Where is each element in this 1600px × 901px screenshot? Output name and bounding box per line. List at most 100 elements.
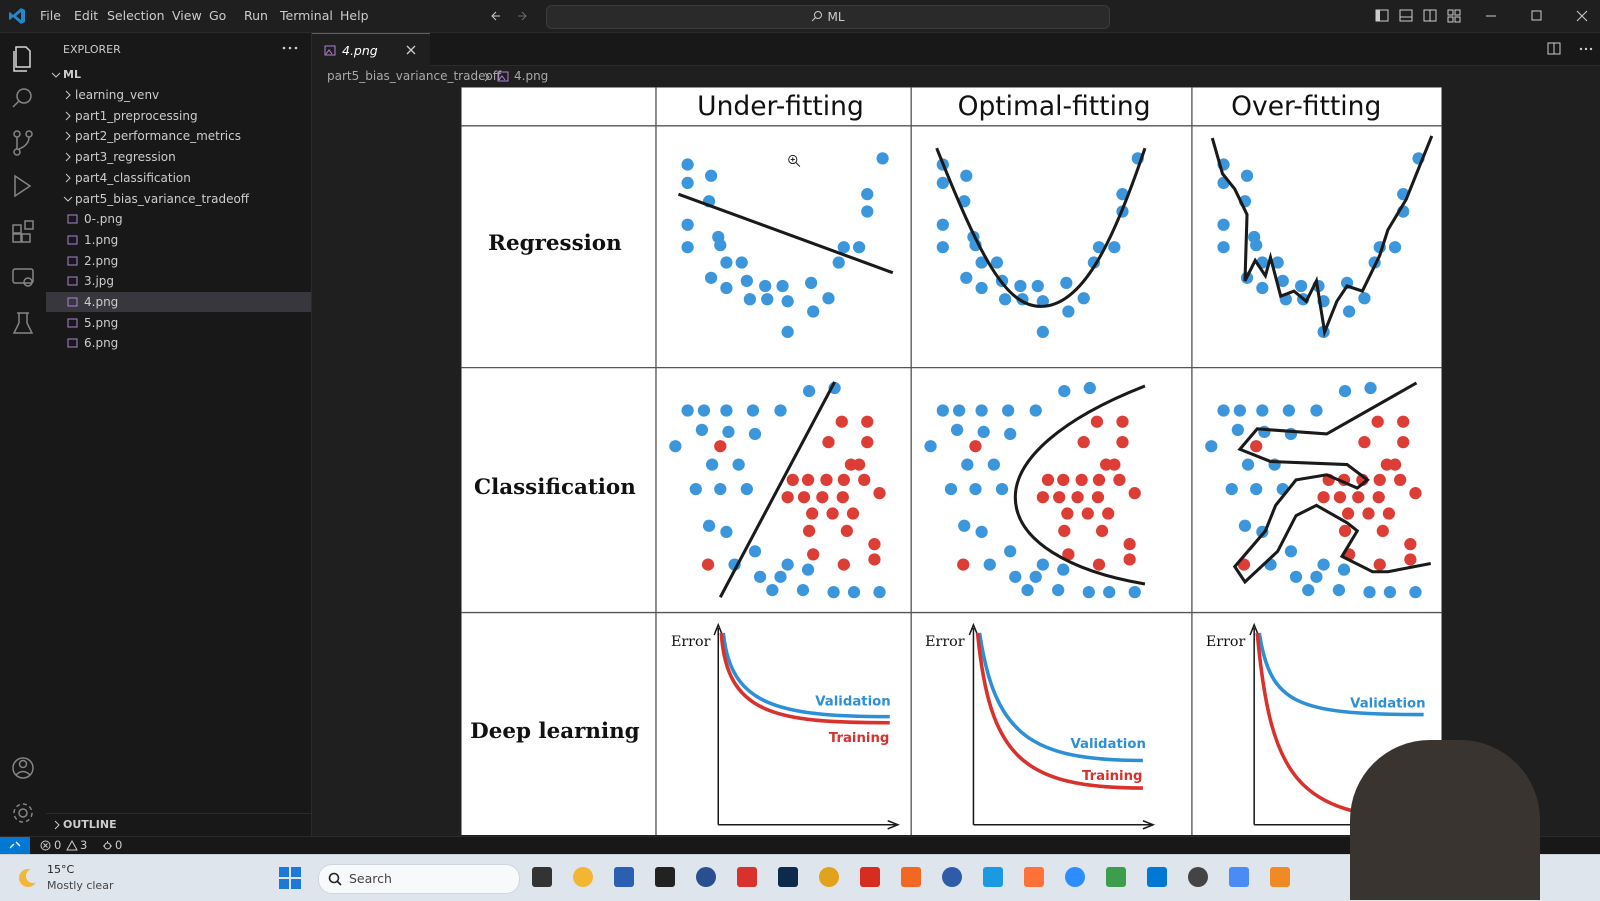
app-icon[interactable] — [942, 867, 962, 887]
tree-row[interactable]: part1_preprocessing — [46, 106, 311, 126]
tree-row[interactable]: 6.png — [46, 333, 311, 353]
class-a-point — [1256, 404, 1269, 417]
start-button[interactable] — [279, 867, 301, 889]
chevron — [63, 196, 73, 202]
class-b-point — [816, 491, 829, 504]
validation-label: Validation — [815, 694, 890, 709]
tree-row[interactable]: 1.png — [46, 230, 311, 250]
activity-icons[interactable] — [0, 33, 46, 836]
window-controls[interactable] — [1375, 8, 1600, 24]
regression-point — [805, 276, 818, 290]
tree-row[interactable]: part2_performance_metrics — [46, 126, 311, 146]
app-icon[interactable] — [1270, 867, 1290, 887]
taskbar-apps[interactable] — [530, 863, 1310, 895]
chevron-path — [65, 111, 71, 121]
tree-row[interactable]: 0-.png — [46, 209, 311, 229]
app-icon[interactable] — [1065, 867, 1085, 887]
tree-row[interactable]: 2.png — [46, 251, 311, 271]
tree-row[interactable]: ML — [46, 65, 311, 85]
remote-indicator[interactable] — [0, 837, 30, 854]
class-b-point — [1102, 507, 1115, 520]
app-icon[interactable] — [573, 867, 593, 887]
menu-item[interactable]: Run — [244, 8, 268, 23]
editor-actions[interactable] — [1547, 42, 1597, 56]
error-icon — [40, 840, 51, 851]
app-icon[interactable] — [737, 867, 757, 887]
app-icon[interactable] — [696, 867, 716, 887]
regression-point — [704, 271, 718, 284]
ports-count[interactable]: 0 — [115, 838, 123, 852]
more-button[interactable] — [282, 45, 298, 51]
command-search[interactable]: ML — [546, 5, 1110, 29]
class-b-point — [1382, 507, 1396, 520]
class-a-point — [1383, 586, 1397, 599]
app-icon[interactable] — [1024, 867, 1044, 887]
app-icon[interactable] — [1106, 867, 1126, 887]
class-a-point — [1409, 586, 1422, 599]
class-a-point — [774, 570, 787, 583]
app-icon[interactable] — [614, 867, 634, 887]
regression-point — [740, 274, 753, 288]
file-name: 3.jpg — [84, 274, 115, 289]
class-a-point — [847, 586, 861, 599]
class-b-point — [846, 507, 860, 520]
tree-row[interactable]: part4_classification — [46, 168, 311, 188]
app-icon[interactable] — [778, 867, 798, 887]
nav-arrows[interactable] — [490, 8, 530, 24]
regression-point — [1217, 241, 1230, 254]
menu-item[interactable]: Go — [209, 8, 227, 23]
tree-row[interactable]: 5.png — [46, 313, 311, 333]
app-icon[interactable] — [655, 867, 675, 887]
regression-point — [1256, 281, 1269, 295]
class-b-point — [1123, 553, 1136, 566]
breadcrumb-file[interactable]: 4.png — [514, 69, 549, 83]
app-icon[interactable] — [983, 867, 1003, 887]
class-b-point — [1394, 473, 1407, 487]
icon-frame — [67, 235, 78, 245]
app-icon[interactable] — [901, 867, 921, 887]
menu-item[interactable]: Selection — [107, 8, 165, 23]
menu-item[interactable]: Edit — [74, 8, 99, 23]
app-icon[interactable] — [819, 867, 839, 887]
chevron — [65, 132, 71, 141]
class-a-point — [1058, 384, 1071, 398]
regression-point — [1358, 292, 1371, 305]
app-icon[interactable] — [1147, 867, 1167, 887]
menu-item[interactable]: Help — [340, 8, 369, 23]
editor-tab[interactable]: 4.png — [312, 33, 430, 67]
menu-item[interactable]: File — [40, 8, 61, 23]
chevron — [51, 72, 61, 78]
tab-close[interactable] — [406, 45, 416, 55]
class-b-point — [1092, 558, 1106, 571]
breadcrumb-folder[interactable]: part5_bias_variance_tradeoff — [327, 69, 502, 83]
class-b-point — [957, 558, 970, 571]
taskbar-search[interactable]: Search — [318, 864, 520, 894]
icon-frame — [67, 297, 78, 307]
tree-row[interactable]: learning_venv — [46, 85, 311, 105]
class-b-point — [786, 473, 799, 487]
error-count[interactable]: 0 — [54, 838, 62, 852]
tree-row[interactable]: part5_bias_variance_tradeoff — [46, 189, 311, 209]
tree-row[interactable]: 3.jpg — [46, 271, 311, 291]
weather-text[interactable]: Mostly clear — [47, 879, 114, 892]
regression-point — [936, 218, 949, 231]
menu-item[interactable]: View — [172, 8, 202, 23]
temperature[interactable]: 15°C — [47, 863, 75, 876]
class-a-point — [1332, 583, 1346, 597]
class-b-point — [1388, 458, 1402, 471]
menu-item[interactable]: Terminal — [280, 8, 333, 23]
outline-section[interactable]: OUTLINE — [46, 813, 311, 836]
class-a-point — [1250, 482, 1263, 496]
app-icon[interactable] — [532, 867, 552, 887]
app-icon[interactable] — [860, 867, 880, 887]
ports-icon — [103, 841, 112, 850]
tree-row[interactable]: 4.png — [46, 292, 311, 312]
warning-count[interactable]: 3 — [80, 838, 88, 852]
class-b-point — [1108, 458, 1121, 471]
app-icon[interactable] — [1188, 867, 1208, 887]
icon-frame — [67, 276, 78, 286]
data-points — [669, 152, 1425, 599]
app-icon[interactable] — [1229, 867, 1249, 887]
activity-bar — [0, 33, 47, 836]
tree-row[interactable]: part3_regression — [46, 147, 311, 167]
